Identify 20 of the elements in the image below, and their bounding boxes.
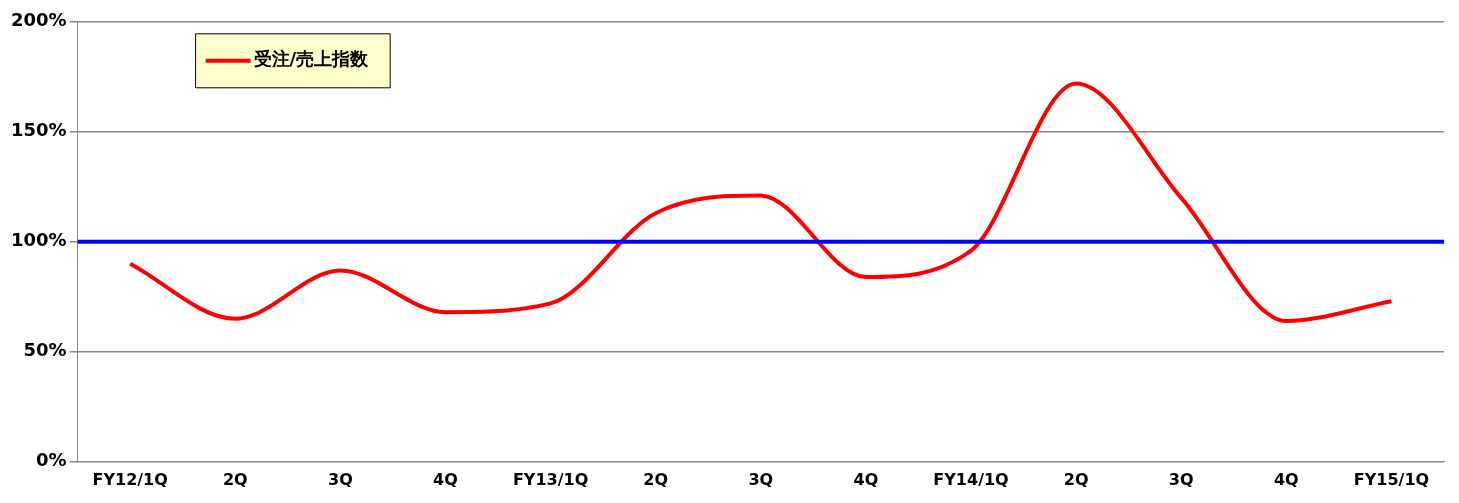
line-series	[128, 81, 1394, 323]
x-tick-label: 2Q	[643, 469, 669, 489]
y-tick-label: 100%	[11, 229, 67, 251]
y-tick-label: 200%	[11, 9, 67, 31]
x-tick-label: FY15/1Q	[1353, 469, 1430, 489]
x-tick-label: 2Q	[222, 469, 248, 489]
y-tick-label: 150%	[11, 119, 67, 141]
y-tick-label: 0%	[36, 449, 67, 471]
x-tick-label: FY14/1Q	[933, 469, 1009, 489]
y-tick-label: 50%	[23, 339, 67, 361]
x-tick-label: FY12/1Q	[92, 469, 168, 489]
x-tick-label: 3Q	[748, 469, 774, 489]
x-tick-label: 3Q	[328, 469, 353, 489]
x-tick-label: FY13/1Q	[512, 469, 589, 489]
legend-label: 受注/売上指数	[253, 48, 370, 70]
x-tick-label: 4Q	[853, 469, 879, 489]
x-tick-label: 4Q	[1273, 469, 1299, 489]
x-tick-label: 3Q	[1168, 469, 1194, 489]
x-tick-label: 2Q	[1063, 469, 1089, 489]
x-tick-label: 4Q	[433, 469, 458, 489]
